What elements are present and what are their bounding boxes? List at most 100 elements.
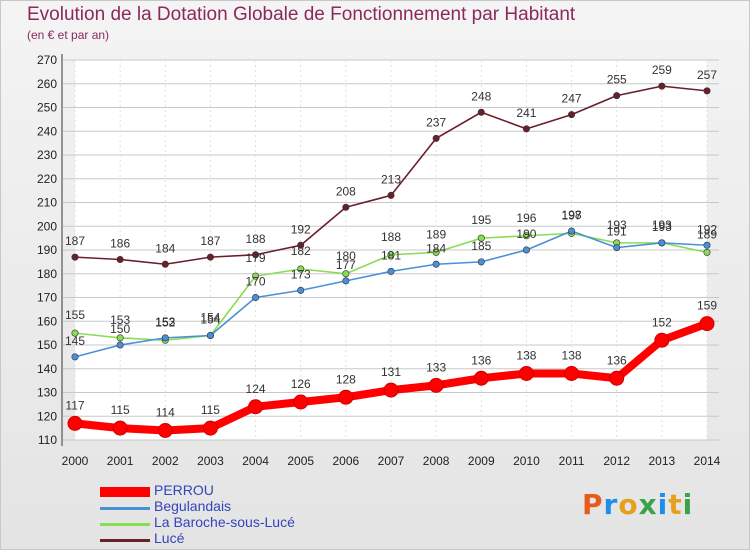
data-point-luc- [613,92,621,100]
legend-swatch [100,538,150,542]
data-label-la-baroche-sous-luc-: 197 [562,208,582,222]
y-tick-label: 120 [37,409,57,423]
y-tick-label: 180 [37,267,57,281]
y-tick-label: 220 [37,172,57,186]
x-tick-label: 2012 [603,454,630,468]
data-point-begulandais [71,353,79,361]
y-tick-label: 140 [37,362,57,376]
legend-label: Lucé [154,530,185,546]
data-label-luc-: 259 [652,63,672,77]
data-label-luc-: 255 [607,73,627,87]
y-tick-label: 160 [37,314,57,328]
brand-letter: x [638,488,658,521]
data-point-la-baroche-sous-luc- [387,251,395,259]
data-point-la-baroche-sous-luc- [477,234,485,242]
data-point-begulandais [297,286,305,294]
x-tick-label: 2004 [242,454,269,468]
data-point-perrou [473,370,489,386]
data-point-perrou [338,389,354,405]
data-point-la-baroche-sous-luc- [342,270,350,278]
x-tick-label: 2007 [378,454,405,468]
data-point-perrou [202,420,218,436]
data-point-luc- [297,241,305,249]
legend-label: PERROU [154,482,214,498]
data-point-perrou [699,316,715,332]
data-label-perrou: 114 [156,406,175,420]
data-label-luc-: 184 [155,241,175,255]
x-tick-label: 2001 [107,454,134,468]
data-label-luc-: 187 [200,234,220,248]
data-label-la-baroche-sous-luc-: 193 [607,218,627,232]
data-point-begulandais [252,293,260,301]
data-label-la-baroche-sous-luc-: 189 [426,227,446,241]
data-label-luc-: 186 [110,237,130,251]
data-point-perrou [518,366,534,381]
data-label-luc-: 208 [336,184,356,198]
x-tick-label: 2002 [152,454,179,468]
y-tick-label: 240 [37,124,57,138]
data-point-luc- [161,260,169,268]
x-tick-label: 2013 [649,454,676,468]
data-point-la-baroche-sous-luc- [116,334,124,342]
data-label-begulandais: 192 [697,222,717,236]
data-point-perrou [112,420,128,436]
data-label-luc-: 213 [381,172,401,186]
data-label-la-baroche-sous-luc-: 153 [110,313,130,327]
y-tick-label: 230 [37,148,57,162]
data-label-luc-: 247 [562,92,582,106]
data-label-luc-: 241 [516,106,536,120]
legend-label: Begulandais [154,498,232,514]
data-point-luc- [387,191,395,199]
x-tick-label: 2003 [197,454,224,468]
data-label-perrou: 138 [516,349,536,363]
data-label-perrou: 136 [471,353,491,367]
x-tick-label: 2005 [287,454,314,468]
y-tick-label: 260 [37,77,57,91]
data-label-perrou: 124 [246,382,266,396]
data-point-luc- [206,253,214,261]
data-point-perrou [67,415,83,431]
data-label-luc-: 192 [291,222,311,236]
data-point-luc- [342,203,350,211]
data-label-la-baroche-sous-luc-: 193 [652,218,672,232]
data-label-la-baroche-sous-luc-: 179 [246,251,266,265]
data-label-luc-: 248 [471,89,491,103]
data-point-begulandais [206,331,214,339]
data-point-begulandais [703,241,711,249]
data-point-begulandais [116,341,124,349]
data-point-luc- [71,253,79,261]
data-point-begulandais [613,244,621,252]
data-label-perrou: 152 [652,315,672,329]
data-label-luc-: 188 [246,232,266,246]
data-point-la-baroche-sous-luc- [703,248,711,256]
data-point-begulandais [432,260,440,268]
data-point-luc- [522,125,530,133]
brand-letter: P [582,488,604,521]
data-point-la-baroche-sous-luc- [71,329,79,337]
data-point-perrou [383,382,399,398]
data-point-luc- [658,82,666,90]
data-point-begulandais [161,334,169,342]
legend-swatch [100,522,150,526]
data-label-perrou: 117 [65,398,84,412]
data-point-luc- [252,251,260,259]
x-tick-label: 2000 [62,454,89,468]
data-point-luc- [568,111,576,119]
data-label-perrou: 128 [336,372,356,386]
brand-logo: Proxiti [582,488,693,521]
data-point-luc- [477,108,485,116]
data-point-begulandais [342,277,350,285]
data-label-la-baroche-sous-luc-: 189 [697,227,717,241]
data-point-la-baroche-sous-luc- [297,265,305,273]
data-point-begulandais [477,258,485,266]
data-label-perrou: 115 [111,403,130,417]
x-tick-label: 2006 [333,454,360,468]
data-point-la-baroche-sous-luc- [432,248,440,256]
data-point-la-baroche-sous-luc- [522,232,530,240]
x-tick-label: 2009 [468,454,495,468]
x-tick-label: 2008 [423,454,450,468]
data-label-begulandais: 198 [562,208,582,222]
data-label-la-baroche-sous-luc-: 182 [291,244,311,258]
data-label-begulandais: 150 [110,322,130,336]
y-tick-label: 190 [37,243,57,257]
